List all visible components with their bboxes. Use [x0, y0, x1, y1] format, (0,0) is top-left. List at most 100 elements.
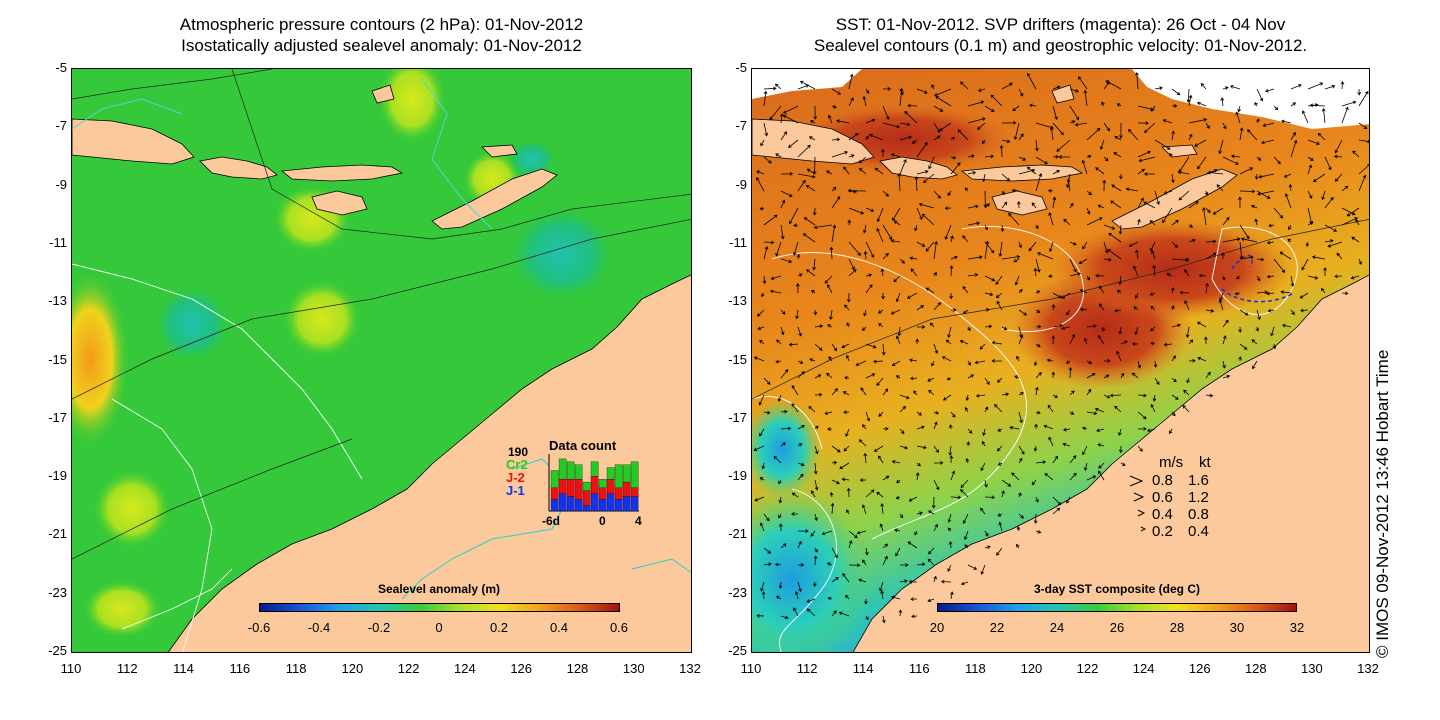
velocity-arrow — [774, 83, 782, 90]
sealevel-anomaly-svg: Data count 190 Cr2 J-2 J-1 -6d 0 4 — [72, 69, 691, 652]
velocity-arrow — [1188, 94, 1193, 107]
right-map-title: SST: 01-Nov-2012. SVP drifters (magenta)… — [751, 14, 1370, 56]
velocity-arrow — [831, 343, 837, 352]
velocity-arrow — [811, 290, 816, 294]
velocity-arrow — [1182, 404, 1190, 413]
velocity-arrow — [960, 479, 969, 489]
right-lon-label: 116 — [908, 661, 930, 676]
velocity-arrow — [1078, 76, 1088, 90]
velocity-arrow — [1171, 355, 1176, 362]
velocity-arrow — [865, 615, 869, 621]
velocity-arrow — [1018, 513, 1024, 519]
velocity-arrow — [827, 283, 833, 294]
left-lat-label: -17 — [48, 409, 67, 425]
velocity-arrow — [1069, 105, 1079, 121]
velocity-arrow — [1016, 526, 1021, 532]
velocity-arrow — [965, 457, 970, 464]
velocity-arrow — [811, 490, 816, 498]
velocity-arrow — [1065, 360, 1071, 364]
velocity-arrow — [1079, 289, 1088, 294]
velocity-arrow — [1086, 360, 1093, 364]
velocity-arrow — [1111, 184, 1122, 192]
velocity-arrow — [1321, 287, 1326, 294]
velocity-arrow — [780, 409, 788, 414]
velocity-arrow — [1131, 372, 1139, 379]
velocity-arrow — [1185, 326, 1190, 339]
legend-row3-ms: 0.4 — [1152, 506, 1173, 523]
velocity-arrow — [843, 166, 850, 175]
velocity-arrow — [1056, 139, 1071, 152]
left-lat-label: -5 — [55, 60, 67, 75]
velocity-arrow — [1240, 237, 1258, 243]
velocity-arrow — [1103, 241, 1109, 254]
velocity-arrow — [1046, 358, 1054, 363]
velocity-arrow — [1049, 126, 1054, 141]
velocity-arrow — [1066, 178, 1071, 192]
velocity-arrow — [776, 339, 782, 345]
velocity-arrow — [1098, 303, 1105, 311]
velocity-arrow — [1083, 462, 1088, 471]
velocity-arrow — [814, 513, 818, 522]
velocity-arrow — [1149, 241, 1156, 252]
dc-xlabel-start: -6d — [542, 514, 560, 528]
velocity-arrow — [836, 119, 850, 124]
right-lon-label: 126 — [1188, 661, 1211, 676]
velocity-arrow — [964, 407, 969, 413]
velocity-arrow — [797, 462, 805, 467]
velocity-arrow — [763, 410, 771, 415]
sealevel-anomaly-map[interactable]: Data count 190 Cr2 J-2 J-1 -6d 0 4 — [71, 68, 692, 653]
velocity-arrow — [893, 275, 901, 283]
velocity-arrow — [1116, 103, 1122, 107]
velocity-arrow — [1188, 224, 1194, 228]
velocity-arrow — [1001, 392, 1010, 397]
velocity-arrow — [1120, 462, 1126, 466]
velocity-arrow — [775, 359, 782, 364]
sla-colorbar-label: 0 — [435, 620, 443, 635]
velocity-arrow — [777, 394, 782, 402]
velocity-arrow — [897, 172, 902, 192]
velocity-arrow — [1086, 373, 1096, 379]
sst-map[interactable]: m/s kt 0.8 1.6 0.6 1.2 0.4 0.8 0.2 0.4 — [751, 68, 1370, 653]
velocity-arrow — [1105, 80, 1122, 90]
velocity-arrow — [942, 394, 952, 401]
velocity-arrow — [1336, 252, 1343, 260]
velocity-arrow — [797, 473, 804, 481]
velocity-arrow — [848, 540, 853, 549]
velocity-arrow — [864, 598, 868, 605]
velocity-arrow — [831, 460, 838, 465]
velocity-arrow — [967, 273, 979, 277]
velocity-arrow — [858, 578, 867, 583]
velocity-arrow — [950, 155, 957, 160]
velocity-arrow — [1300, 308, 1309, 313]
velocity-arrow — [880, 590, 884, 600]
velocity-arrow — [1069, 241, 1077, 246]
data-count-bar-j1 — [566, 496, 575, 512]
velocity-arrow — [1251, 339, 1258, 345]
velocity-arrow — [1197, 356, 1207, 362]
velocity-arrow — [1162, 207, 1173, 224]
velocity-arrow — [949, 455, 954, 464]
velocity-arrow — [1144, 122, 1156, 134]
velocity-arrow — [829, 491, 834, 498]
velocity-arrow — [965, 394, 970, 402]
velocity-arrow — [1018, 334, 1024, 345]
velocity-arrow — [1186, 377, 1190, 384]
velocity-arrow — [788, 342, 799, 347]
velocity-arrow — [933, 105, 944, 112]
velocity-arrow — [1239, 189, 1256, 194]
velocity-arrow — [916, 562, 926, 567]
velocity-arrow — [763, 240, 775, 245]
velocity-arrow — [933, 523, 938, 532]
velocity-arrow — [1230, 154, 1241, 159]
velocity-arrow — [1001, 479, 1012, 487]
velocity-arrow — [763, 214, 778, 226]
velocity-arrow — [1001, 120, 1017, 125]
velocity-arrow — [1171, 219, 1179, 226]
velocity-arrow — [899, 158, 907, 175]
velocity-arrow — [843, 445, 850, 452]
velocity-arrow — [862, 424, 867, 430]
velocity-arrow — [780, 442, 786, 447]
velocity-arrow — [1143, 201, 1156, 209]
velocity-arrow — [933, 240, 938, 260]
velocity-arrow — [1098, 285, 1105, 294]
